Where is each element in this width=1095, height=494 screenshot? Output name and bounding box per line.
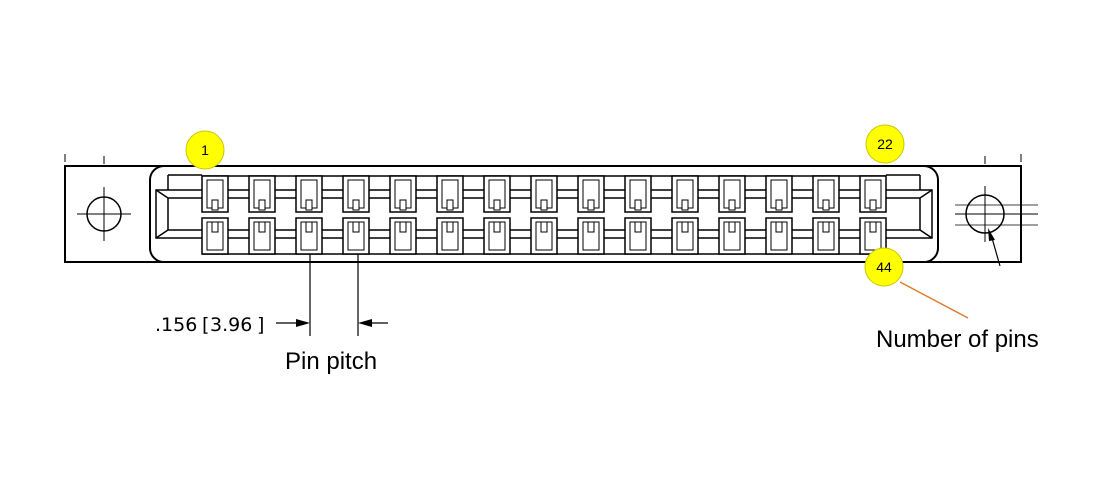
pin-contact-icon [483, 175, 511, 213]
pitch-dimension [276, 254, 388, 336]
pin-marker-top-last: 22 [865, 124, 905, 164]
pin-contact-icon [530, 217, 558, 255]
pin-contact-icon [342, 175, 370, 213]
pin-contact-icon [812, 217, 840, 255]
pin-contact-icon [718, 217, 746, 255]
pin-contact-icon [483, 217, 511, 255]
pin-marker-first-text: 1 [201, 142, 209, 158]
pin-contact-icon [671, 217, 699, 255]
pin-contact-icon [765, 217, 793, 255]
pin-contact-icon [389, 175, 417, 213]
pin-array [201, 175, 887, 255]
pin-contact-icon [812, 175, 840, 213]
pin-contact-icon [718, 175, 746, 213]
pin-marker-top-last-text: 22 [877, 136, 893, 152]
extension-ticks [64, 154, 1022, 164]
pin-contact-icon [624, 217, 652, 255]
pin-contact-icon [624, 175, 652, 213]
pin-contact-icon [577, 217, 605, 255]
pin-contact-icon [248, 217, 276, 255]
pin-marker-first: 1 [185, 130, 225, 170]
number-of-pins-label: Number of pins [876, 326, 1039, 353]
pin-contact-icon [577, 175, 605, 213]
pin-contact-icon [201, 175, 229, 213]
pin-contact-icon [765, 175, 793, 213]
pin-marker-bottom-last: 44 [864, 247, 904, 287]
pin-contact-icon [201, 217, 229, 255]
pitch-dimension-close-bracket: ] [257, 314, 264, 336]
pin-contact-icon [295, 175, 323, 213]
pitch-dimension-inch: .156 [155, 314, 197, 336]
pin-contact-icon [295, 217, 323, 255]
pin-contact-icon [248, 175, 276, 213]
pin-contact-icon [859, 175, 887, 213]
pitch-dimension-open-bracket: [ [202, 314, 209, 336]
mounting-hole-icon [955, 186, 1038, 267]
mounting-hole-icon [77, 187, 131, 241]
pin-contact-icon [671, 175, 699, 213]
pin-contact-icon [342, 217, 370, 255]
pin-contact-icon [436, 217, 464, 255]
pin-marker-bottom-last-text: 44 [876, 259, 892, 275]
pin-pitch-label: Pin pitch [285, 348, 377, 375]
pin-contact-icon [436, 175, 464, 213]
pitch-dimension-mm: 3.96 [210, 314, 252, 336]
pin-contact-icon [530, 175, 558, 213]
pin-contact-icon [389, 217, 417, 255]
number-of-pins-leader [899, 281, 969, 319]
